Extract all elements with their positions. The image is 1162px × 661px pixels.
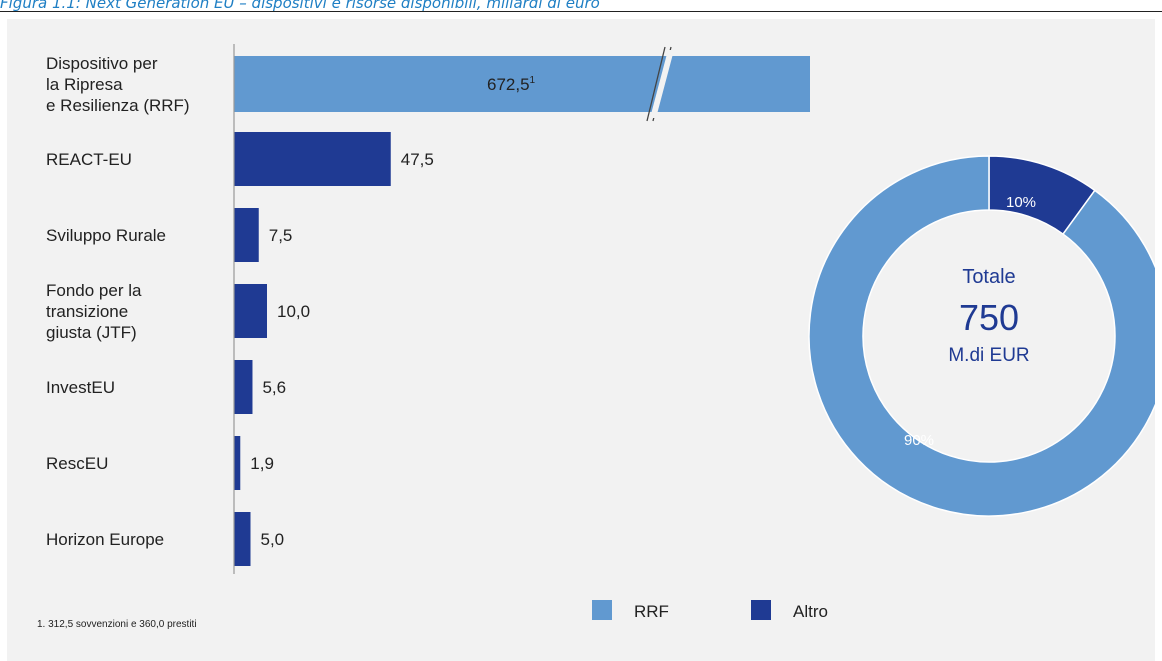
legend: RRF Altro	[592, 600, 828, 621]
bar-3	[234, 284, 267, 338]
value-label-number: 10,0	[277, 302, 310, 321]
value-label: 10,0	[277, 302, 310, 321]
value-label: 5,0	[261, 530, 285, 549]
value-label: 5,6	[262, 378, 286, 397]
chart-canvas: Dispositivo per la Ripresa e Resilienza (R…	[37, 44, 1155, 630]
bar-chart: Dispositivo per la Ripresa e Resilienza (R…	[46, 44, 810, 574]
category-label-line: giusta (JTF)	[46, 323, 137, 342]
axis-break-mark	[646, 46, 666, 122]
value-label-superscript: 1	[530, 75, 536, 86]
category-label-line: REACT-EU	[46, 150, 132, 169]
value-label-number: 47,5	[401, 150, 434, 169]
value-label-number: 1,9	[250, 454, 274, 473]
category-label: REACT-EU	[46, 150, 132, 169]
category-label: Sviluppo Rurale	[46, 226, 166, 245]
category-label: Horizon Europe	[46, 530, 164, 549]
donut-slice-label: 10%	[1006, 194, 1036, 211]
caption-divider	[0, 11, 1162, 12]
category-label-line: la Ripresa	[46, 75, 123, 94]
donut-slice-rrf	[808, 155, 1155, 517]
category-label: Fondo per la transizione giusta (JTF)	[46, 281, 142, 342]
value-label-number: 7,5	[269, 226, 293, 245]
category-label-line: Sviluppo Rurale	[46, 226, 166, 245]
value-label: 7,5	[269, 226, 293, 245]
donut-center-label: Totale	[962, 266, 1015, 288]
category-label-line: e Resilienza (RRF)	[46, 96, 190, 115]
category-label: RescEU	[46, 454, 108, 473]
donut-chart: 10% 90% Totale 750 M.di EUR	[808, 155, 1155, 517]
category-label: Dispositivo per la Ripresa e Resilienza (R…	[46, 54, 190, 115]
legend-swatch-altro	[751, 600, 771, 620]
value-label-number: 5,6	[262, 378, 286, 397]
donut-center-unit: M.di EUR	[948, 345, 1029, 366]
value-label: 672,51	[487, 75, 536, 94]
footnote: 1. 312,5 sovvenzioni e 360,0 prestiti	[37, 619, 197, 630]
bar-2	[234, 208, 259, 262]
category-label-line: RescEU	[46, 454, 108, 473]
legend-label-altro: Altro	[793, 602, 828, 621]
bar-1	[234, 132, 391, 186]
category-label-line: Fondo per la	[46, 281, 142, 300]
value-label: 47,5	[401, 150, 434, 169]
axis-break-gap	[650, 50, 674, 118]
figure-caption: Figura 1.1: Next Generation EU – disposi…	[0, 0, 600, 12]
legend-label-rrf: RRF	[634, 602, 669, 621]
category-label: InvestEU	[46, 378, 115, 397]
value-label-number: 672,5	[487, 75, 530, 94]
bar-0	[234, 56, 810, 112]
donut-center-value: 750	[959, 297, 1019, 338]
value-label-number: 5,0	[261, 530, 285, 549]
category-label-line: Horizon Europe	[46, 530, 164, 549]
category-label-line: InvestEU	[46, 378, 115, 397]
bar-5	[234, 436, 241, 490]
bar-4	[234, 360, 253, 414]
donut-slice-label: 90%	[904, 432, 934, 449]
value-label: 1,9	[250, 454, 274, 473]
category-label-line: Dispositivo per	[46, 54, 158, 73]
chart-panel: Dispositivo per la Ripresa e Resilienza (R…	[7, 19, 1155, 661]
category-label-line: transizione	[46, 302, 128, 321]
legend-swatch-rrf	[592, 600, 612, 620]
bar-6	[234, 512, 251, 566]
